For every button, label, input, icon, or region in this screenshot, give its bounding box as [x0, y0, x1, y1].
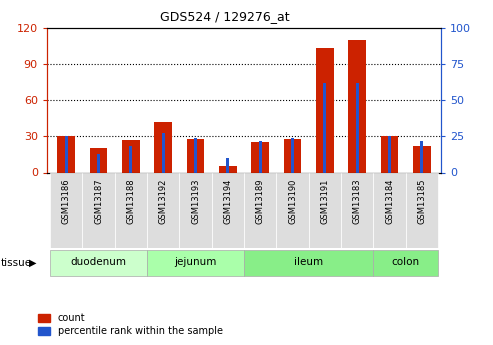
Bar	[381, 136, 398, 172]
FancyBboxPatch shape	[277, 172, 309, 248]
FancyBboxPatch shape	[115, 172, 147, 248]
Bar	[194, 138, 197, 172]
FancyBboxPatch shape	[244, 172, 277, 248]
FancyBboxPatch shape	[341, 172, 373, 248]
FancyBboxPatch shape	[373, 250, 438, 276]
Bar	[355, 83, 359, 172]
Bar	[65, 136, 68, 172]
Bar	[348, 40, 366, 173]
Bar	[226, 158, 229, 172]
FancyBboxPatch shape	[244, 250, 373, 276]
Bar	[162, 134, 165, 172]
Bar	[90, 148, 107, 172]
Bar	[219, 167, 237, 172]
FancyBboxPatch shape	[147, 250, 244, 276]
Text: GSM13194: GSM13194	[223, 179, 232, 224]
Bar	[283, 139, 301, 172]
Bar	[259, 141, 262, 172]
Text: GSM13187: GSM13187	[94, 179, 103, 224]
Bar	[413, 146, 431, 172]
Text: GSM13191: GSM13191	[320, 179, 329, 224]
Text: GSM13189: GSM13189	[256, 179, 265, 224]
Bar	[316, 48, 334, 172]
FancyBboxPatch shape	[211, 172, 244, 248]
FancyBboxPatch shape	[309, 172, 341, 248]
Text: tissue: tissue	[0, 258, 32, 268]
Text: ▶: ▶	[29, 258, 36, 268]
Text: GSM13192: GSM13192	[159, 179, 168, 224]
Bar	[122, 140, 140, 172]
Bar	[388, 136, 391, 172]
FancyBboxPatch shape	[50, 250, 147, 276]
FancyBboxPatch shape	[373, 172, 406, 248]
FancyBboxPatch shape	[82, 172, 115, 248]
FancyBboxPatch shape	[50, 172, 82, 248]
Bar	[291, 138, 294, 172]
Bar	[97, 154, 100, 172]
Bar	[323, 83, 326, 172]
Text: jejunum: jejunum	[175, 257, 217, 267]
FancyBboxPatch shape	[179, 172, 211, 248]
Text: colon: colon	[391, 257, 420, 267]
Bar	[251, 142, 269, 172]
Text: GSM13183: GSM13183	[352, 179, 362, 224]
Bar	[420, 141, 423, 172]
Text: duodenum: duodenum	[70, 257, 127, 267]
Text: ileum: ileum	[294, 257, 323, 267]
Text: GSM13184: GSM13184	[385, 179, 394, 224]
Text: GSM13193: GSM13193	[191, 179, 200, 224]
Bar	[187, 139, 205, 172]
Bar	[154, 122, 172, 172]
Text: GSM13190: GSM13190	[288, 179, 297, 224]
Text: GSM13185: GSM13185	[418, 179, 426, 224]
Text: GSM13188: GSM13188	[126, 179, 136, 224]
Bar	[57, 136, 75, 172]
Text: GDS524 / 129276_at: GDS524 / 129276_at	[160, 10, 289, 23]
FancyBboxPatch shape	[147, 172, 179, 248]
Bar	[129, 146, 133, 172]
Legend: count, percentile rank within the sample: count, percentile rank within the sample	[35, 309, 227, 340]
Text: GSM13186: GSM13186	[62, 179, 70, 224]
FancyBboxPatch shape	[406, 172, 438, 248]
